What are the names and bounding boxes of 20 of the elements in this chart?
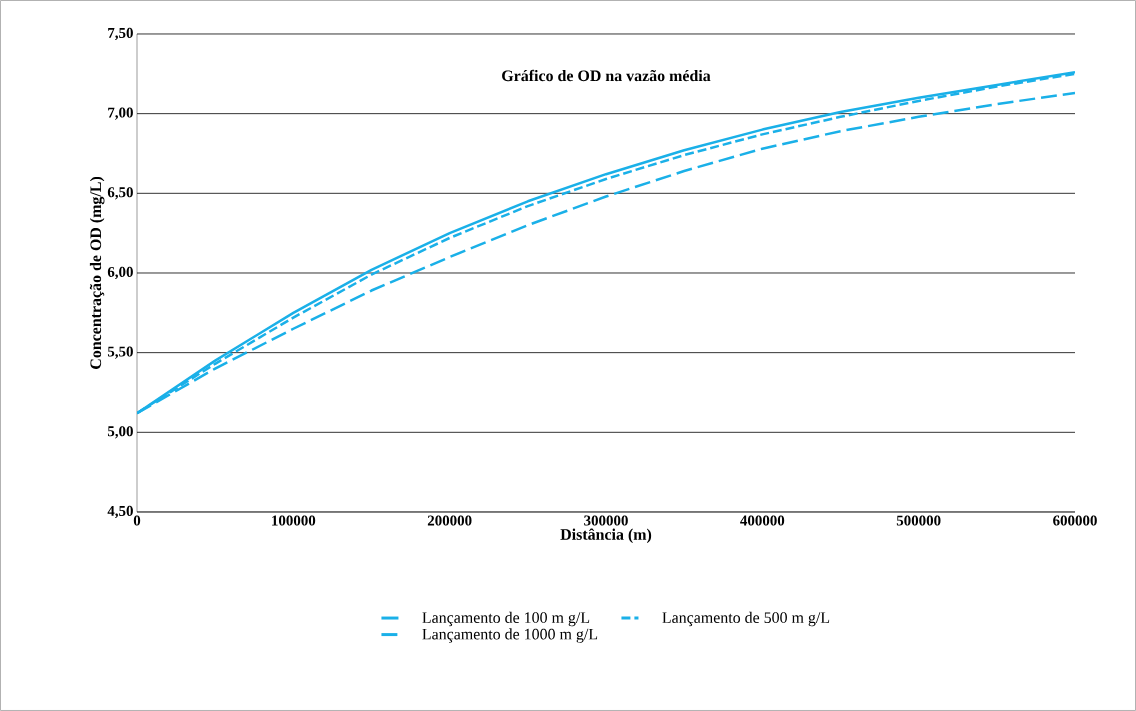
x-tick-label: 0 [133,515,141,526]
x-tick-label: 400000 [740,515,785,526]
y-tick-label: 7,50 [108,27,133,41]
y-tick-label: 6,50 [107,187,133,200]
y-tick-label: 5,00 [107,426,133,439]
y-axis-title: Concentração de OD (mg/L) [89,176,105,369]
x-tick-label: 500000 [896,515,941,526]
y-tick-label: 5,50 [107,346,133,359]
x-tick-label: 200000 [427,515,472,526]
x-tick-label: 300000 [584,515,628,526]
legend-label: Lançamento de 1000 m g/L [422,628,598,643]
y-tick-label: 7,00 [108,107,133,120]
x-axis-title: Distância (m) [560,528,652,544]
x-tick-label: 600000 [1053,515,1097,526]
y-tick-label: 4,50 [107,505,133,519]
text: Gráfico de OD na vazão média [502,69,711,82]
legend-label: Lançamento de 500 m g/L [662,611,830,627]
x-tick-label: 100000 [272,515,316,526]
legend-label: Lançamento de 100 m g/L [422,611,590,627]
y-tick-label: 6,00 [107,266,133,280]
